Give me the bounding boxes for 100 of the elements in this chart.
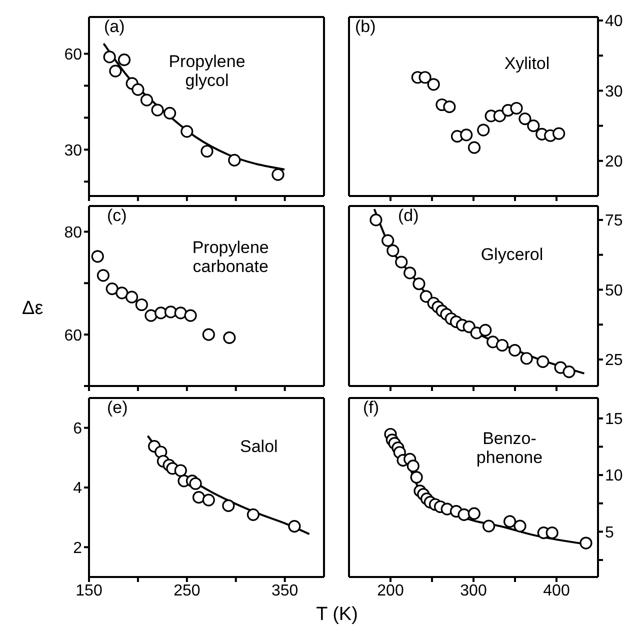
- point: [132, 83, 144, 96]
- annotation: (c): [107, 206, 127, 225]
- point: [151, 104, 164, 116]
- y-tick-label: 10: [605, 468, 623, 485]
- annotation: Salol: [240, 436, 278, 456]
- y-tick-label: 60: [64, 327, 82, 344]
- point: [580, 536, 592, 550]
- annotation: (b): [355, 17, 376, 36]
- y-tick-label: 2: [73, 540, 82, 557]
- y-tick-label: 25: [605, 352, 623, 370]
- point: [420, 290, 432, 303]
- annotation: (a): [104, 17, 125, 36]
- point: [406, 460, 420, 472]
- y-tick-label: 40: [605, 13, 623, 30]
- annotation: Glycerol: [480, 244, 544, 264]
- point: [106, 282, 118, 296]
- point: [116, 286, 128, 300]
- point: [163, 106, 176, 120]
- point: [482, 520, 496, 532]
- point: [144, 309, 158, 322]
- point: [410, 471, 423, 484]
- y-tick-label: 80: [64, 224, 82, 242]
- point: [135, 298, 148, 312]
- point: [154, 306, 168, 320]
- point: [288, 520, 301, 533]
- annotation: Propylene glycol: [168, 52, 246, 90]
- annotation: Benzo- phenone: [476, 429, 543, 468]
- point: [96, 269, 110, 282]
- x-tick-label: 300: [460, 582, 487, 600]
- x-tick-label: 250: [174, 582, 200, 600]
- point: [508, 344, 522, 357]
- point: [189, 477, 202, 490]
- point: [125, 290, 138, 304]
- annotation: Propylene carbonate: [192, 238, 269, 276]
- point: [180, 125, 194, 138]
- point: [222, 499, 235, 512]
- point: [510, 102, 523, 115]
- x-tick-label: 350: [271, 582, 298, 600]
- x-tick-label: 400: [543, 582, 570, 600]
- y-tick-label: 60: [64, 46, 82, 64]
- y-tick-label: 6: [73, 420, 82, 438]
- point: [202, 494, 215, 506]
- point: [382, 234, 394, 247]
- point: [520, 352, 533, 365]
- point: [103, 50, 116, 64]
- point: [386, 244, 400, 257]
- point: [486, 336, 500, 348]
- point: [514, 520, 526, 532]
- point: [246, 508, 260, 521]
- point: [477, 124, 490, 136]
- point: [140, 94, 154, 106]
- point: [184, 309, 197, 322]
- x-axis-title: T (K): [316, 604, 358, 626]
- line-series: [146, 434, 310, 536]
- point: [202, 328, 215, 341]
- point: [192, 491, 206, 504]
- point: [395, 256, 408, 268]
- point: [496, 338, 509, 352]
- point: [418, 71, 432, 84]
- point: [536, 355, 550, 368]
- point: [458, 508, 470, 521]
- point: [546, 526, 558, 540]
- y-tick-label: 4: [73, 480, 82, 498]
- point: [468, 141, 481, 154]
- point: [174, 464, 187, 477]
- x-tick-label: 150: [76, 582, 102, 600]
- annotation: (f): [363, 398, 380, 417]
- point: [109, 64, 122, 78]
- point: [443, 100, 456, 114]
- y-tick-label: 20: [605, 154, 623, 171]
- point: [412, 278, 426, 290]
- point: [468, 507, 480, 520]
- y-tick-label: 50: [605, 282, 623, 300]
- y-tick-label: 30: [64, 142, 82, 160]
- y-tick-label: 5: [605, 524, 614, 542]
- point: [404, 266, 416, 280]
- point: [527, 120, 540, 132]
- point: [228, 154, 241, 166]
- point: [562, 365, 576, 378]
- point: [479, 324, 492, 336]
- point: [552, 127, 566, 140]
- point: [174, 306, 187, 320]
- point: [200, 144, 214, 158]
- point: [118, 54, 131, 66]
- annotation: Xylitol: [504, 54, 550, 73]
- y-tick-label: 30: [605, 83, 623, 100]
- y-tick-label: 75: [605, 212, 623, 230]
- point: [272, 168, 284, 181]
- point: [503, 515, 516, 528]
- annotation: (e): [107, 398, 128, 417]
- point: [427, 78, 440, 91]
- annotation: (d): [398, 206, 419, 225]
- point: [518, 112, 532, 126]
- point: [223, 331, 236, 344]
- y-tick-label: 15: [605, 411, 623, 428]
- x-tick-label: 200: [377, 582, 404, 600]
- point: [370, 214, 382, 226]
- y-axis-title: Δε: [22, 298, 44, 320]
- point: [493, 110, 506, 122]
- point: [460, 128, 473, 142]
